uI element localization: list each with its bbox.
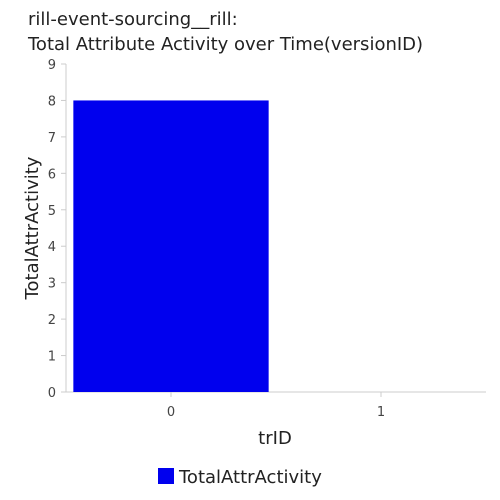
x-tick-label: 1 (377, 405, 385, 420)
chart-title-line-2: Total Attribute Activity over Time(versi… (27, 34, 423, 55)
legend: TotalAttrActivity (158, 467, 322, 488)
x-tick-label: 0 (167, 405, 175, 420)
chart-title-line-1: rill-event-sourcing__rill: (28, 9, 238, 30)
y-tick-label: 7 (48, 131, 56, 146)
y-tick-label: 2 (48, 313, 56, 328)
bars (73, 100, 269, 392)
bar-0 (73, 100, 269, 392)
legend-swatch (158, 468, 174, 484)
y-tick-label: 8 (48, 94, 56, 109)
y-tick-label: 5 (48, 204, 56, 219)
y-tick-label: 0 (48, 386, 56, 401)
y-tick-label: 6 (48, 167, 56, 182)
y-ticks: 0 1 2 3 4 5 6 7 8 9 (48, 58, 66, 401)
y-tick-label: 9 (48, 58, 56, 73)
x-axis-label: trID (258, 428, 292, 449)
y-axis-label: TotalAttrActivity (22, 156, 43, 300)
y-tick-label: 1 (48, 350, 56, 365)
y-tick-label: 3 (48, 277, 56, 292)
y-tick-label: 4 (48, 240, 56, 255)
legend-label: TotalAttrActivity (178, 467, 322, 488)
